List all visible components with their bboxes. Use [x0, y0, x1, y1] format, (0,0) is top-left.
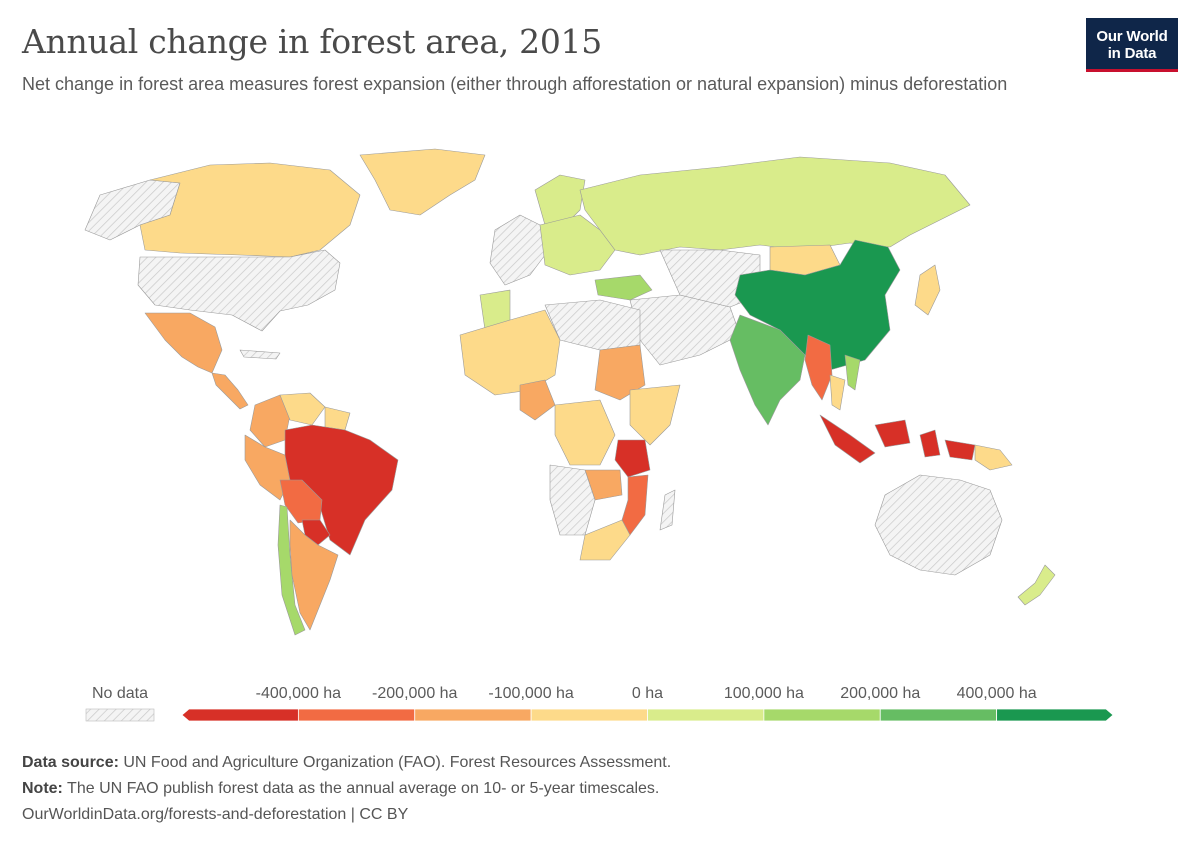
legend-bin-0[interactable]: [181, 708, 299, 722]
legend-no-data-swatch: [85, 708, 155, 722]
footer-source-text: UN Food and Agriculture Organization (FA…: [118, 754, 672, 771]
region-drc[interactable]: [554, 399, 616, 466]
region-argentina[interactable]: [289, 519, 339, 631]
legend-tick-label-5: 200,000 ha: [840, 685, 920, 702]
legend-bin-2[interactable]: [414, 708, 532, 722]
legend-bin-3[interactable]: [530, 708, 648, 722]
region-eastern-europe[interactable]: [539, 214, 616, 276]
region-india[interactable]: [729, 314, 806, 426]
region-greenland[interactable]: [359, 148, 486, 216]
region-central-america[interactable]: [211, 372, 249, 410]
region-thailand[interactable]: [829, 374, 846, 411]
region-western-europe[interactable]: [489, 214, 546, 286]
region-nigeria[interactable]: [519, 379, 556, 421]
region-madagascar[interactable]: [659, 489, 676, 531]
region-tanzania[interactable]: [614, 439, 651, 478]
legend-tick-label-2: -100,000 ha: [488, 685, 574, 702]
region-papua-new-guinea[interactable]: [974, 444, 1013, 471]
legend-bin-4[interactable]: [647, 708, 765, 722]
map-legend: No data -400,000 ha -200,000 ha -100,000 h…: [85, 685, 1114, 722]
footer-note: Note: The UN FAO publish forest data as …: [22, 776, 671, 802]
region-turkey[interactable]: [594, 274, 653, 301]
footer-note-label: Note:: [22, 780, 63, 797]
region-west-africa[interactable]: [459, 309, 561, 396]
legend-bin-6[interactable]: [879, 708, 998, 722]
legend-tick-label-3: 0 ha: [632, 685, 663, 702]
legend-tick-label-4: 100,000 ha: [724, 685, 804, 702]
chart-subtitle: Net change in forest area measures fores…: [22, 74, 1008, 94]
region-indonesia[interactable]: [819, 414, 976, 464]
region-southern-africa[interactable]: [579, 519, 631, 561]
logo-line-2: in Data: [1107, 45, 1157, 62]
legend-bin-1[interactable]: [297, 708, 416, 722]
legend-tick-label-1: -200,000 ha: [372, 685, 458, 702]
region-usa[interactable]: [137, 249, 341, 332]
region-japan[interactable]: [914, 264, 941, 316]
region-new-zealand[interactable]: [1017, 564, 1056, 606]
owid-logo[interactable]: Our World in Data: [1086, 18, 1178, 72]
footer-source: Data source: UN Food and Agriculture Org…: [22, 750, 671, 776]
region-vietnam[interactable]: [844, 354, 861, 391]
legend-no-data-label: No data: [92, 685, 148, 702]
footer-note-text: The UN FAO publish forest data as the an…: [62, 780, 660, 797]
legend-tick-label-6: 400,000 ha: [957, 685, 1037, 702]
chart-title: Annual change in forest area, 2015: [22, 22, 602, 61]
legend-bin-5[interactable]: [763, 708, 881, 722]
region-russia[interactable]: [579, 156, 971, 256]
region-australia[interactable]: [874, 474, 1003, 576]
world-map: [84, 148, 1056, 636]
region-caribbean[interactable]: [239, 349, 281, 360]
legend-bin-7[interactable]: [996, 708, 1114, 722]
region-paraguay[interactable]: [301, 519, 331, 546]
region-east-africa[interactable]: [629, 384, 681, 446]
logo-line-1: Our World: [1096, 28, 1168, 45]
region-mexico[interactable]: [144, 312, 223, 374]
region-myanmar[interactable]: [804, 334, 833, 401]
region-china[interactable]: [734, 239, 901, 371]
footer: Data source: UN Food and Agriculture Org…: [22, 750, 671, 828]
region-venezuela[interactable]: [279, 392, 326, 426]
region-canada[interactable]: [139, 162, 361, 258]
footer-url[interactable]: OurWorldinData.org/forests-and-deforesta…: [22, 806, 409, 823]
footer-source-label: Data source:: [22, 754, 119, 771]
region-guianas[interactable]: [324, 406, 351, 431]
legend-tick-label-0: -400,000 ha: [256, 685, 342, 702]
region-mozambique[interactable]: [621, 474, 649, 536]
